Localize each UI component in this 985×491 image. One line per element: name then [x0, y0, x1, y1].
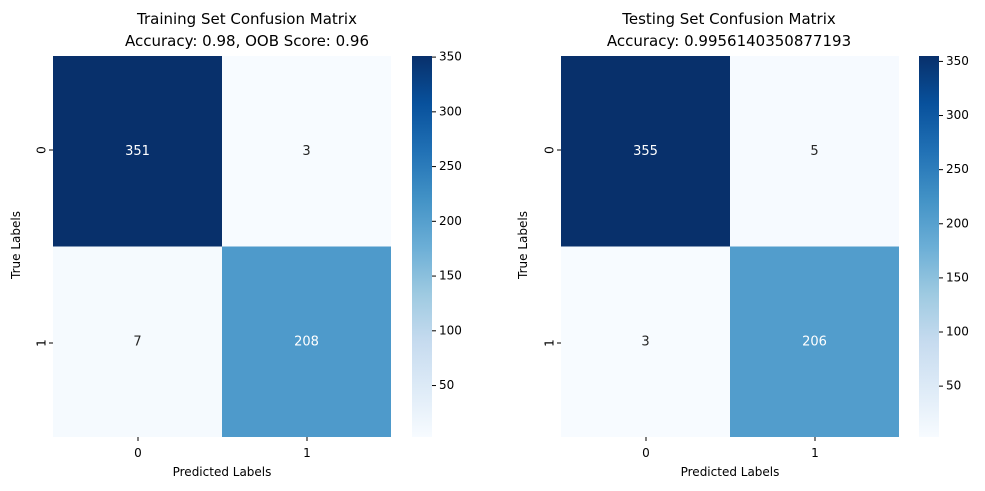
y-tick-label: 0: [543, 146, 557, 154]
colorbar-tick-label: 250: [439, 159, 462, 173]
heatmap-cell: [730, 246, 899, 437]
cell-annotation: 3: [302, 144, 310, 159]
cell-annotation: 7: [133, 334, 141, 349]
y-tick-label: 1: [35, 339, 49, 347]
colorbar-tick-label: 350: [946, 54, 969, 68]
colorbar-tick-label: 50: [439, 378, 454, 392]
chart-title-line1: Training Set Confusion Matrix: [136, 10, 357, 28]
colorbar-tick-label: 350: [439, 50, 462, 64]
x-tick-label: 1: [303, 446, 311, 460]
colorbar-gradient: [412, 56, 432, 437]
heatmap-cell: [53, 246, 222, 437]
heatmap-cell: [222, 246, 391, 437]
y-axis: True Labels 0 1: [9, 146, 53, 347]
colorbar-tick-label: 250: [946, 162, 969, 176]
heatmap-testing: Testing Set Confusion Matrix Accuracy: 0…: [516, 10, 969, 479]
colorbar-tick-label: 300: [946, 108, 969, 122]
heatmap-cells: 351 3 7 208: [53, 56, 391, 437]
cell-annotation: 355: [633, 144, 658, 159]
colorbar-tick-label: 200: [439, 214, 462, 228]
colorbar-tick-label: 100: [439, 323, 462, 337]
x-axis-label: Predicted Labels: [173, 465, 272, 479]
chart-title-line2: Accuracy: 0.98, OOB Score: 0.96: [125, 32, 369, 50]
colorbar: 50 100 150 200 250 300 350: [412, 50, 462, 437]
x-tick-label: 0: [134, 446, 142, 460]
colorbar-tick-label: 150: [946, 270, 969, 284]
heatmap-training: Training Set Confusion Matrix Accuracy: …: [9, 10, 462, 479]
y-axis-label: True Labels: [9, 211, 23, 280]
heatmap-cell: [730, 56, 899, 247]
chart-title-line2: Accuracy: 0.9956140350877193: [607, 32, 851, 50]
y-axis: True Labels 0 1: [516, 146, 561, 347]
colorbar-gradient: [919, 56, 939, 437]
chart-title-line1: Testing Set Confusion Matrix: [621, 10, 836, 28]
x-axis-label: Predicted Labels: [681, 465, 780, 479]
colorbar: 50 100 150 200 250 300 350: [919, 54, 969, 437]
colorbar-tick-label: 150: [439, 269, 462, 283]
cell-annotation: 5: [810, 144, 818, 159]
y-tick-label: 1: [543, 339, 557, 347]
y-axis-label: True Labels: [516, 211, 530, 280]
heatmap-cells: 355 5 3 206: [561, 56, 899, 437]
colorbar-tick-label: 50: [946, 379, 961, 393]
y-tick-label: 0: [35, 146, 49, 154]
cell-annotation: 3: [641, 334, 649, 349]
x-tick-label: 1: [811, 446, 819, 460]
heatmap-cell: [561, 56, 730, 247]
cell-annotation: 206: [802, 334, 827, 349]
x-axis: 0 1 Predicted Labels: [134, 437, 311, 479]
x-axis: 0 1 Predicted Labels: [642, 437, 819, 479]
cell-annotation: 351: [125, 144, 150, 159]
colorbar-tick-label: 200: [946, 216, 969, 230]
heatmap-cell: [561, 246, 730, 437]
colorbar-tick-label: 300: [439, 104, 462, 118]
colorbar-tick-label: 100: [946, 325, 969, 339]
cell-annotation: 208: [294, 334, 319, 349]
x-tick-label: 0: [642, 446, 650, 460]
heatmap-cell: [53, 56, 222, 247]
heatmap-cell: [222, 56, 391, 247]
